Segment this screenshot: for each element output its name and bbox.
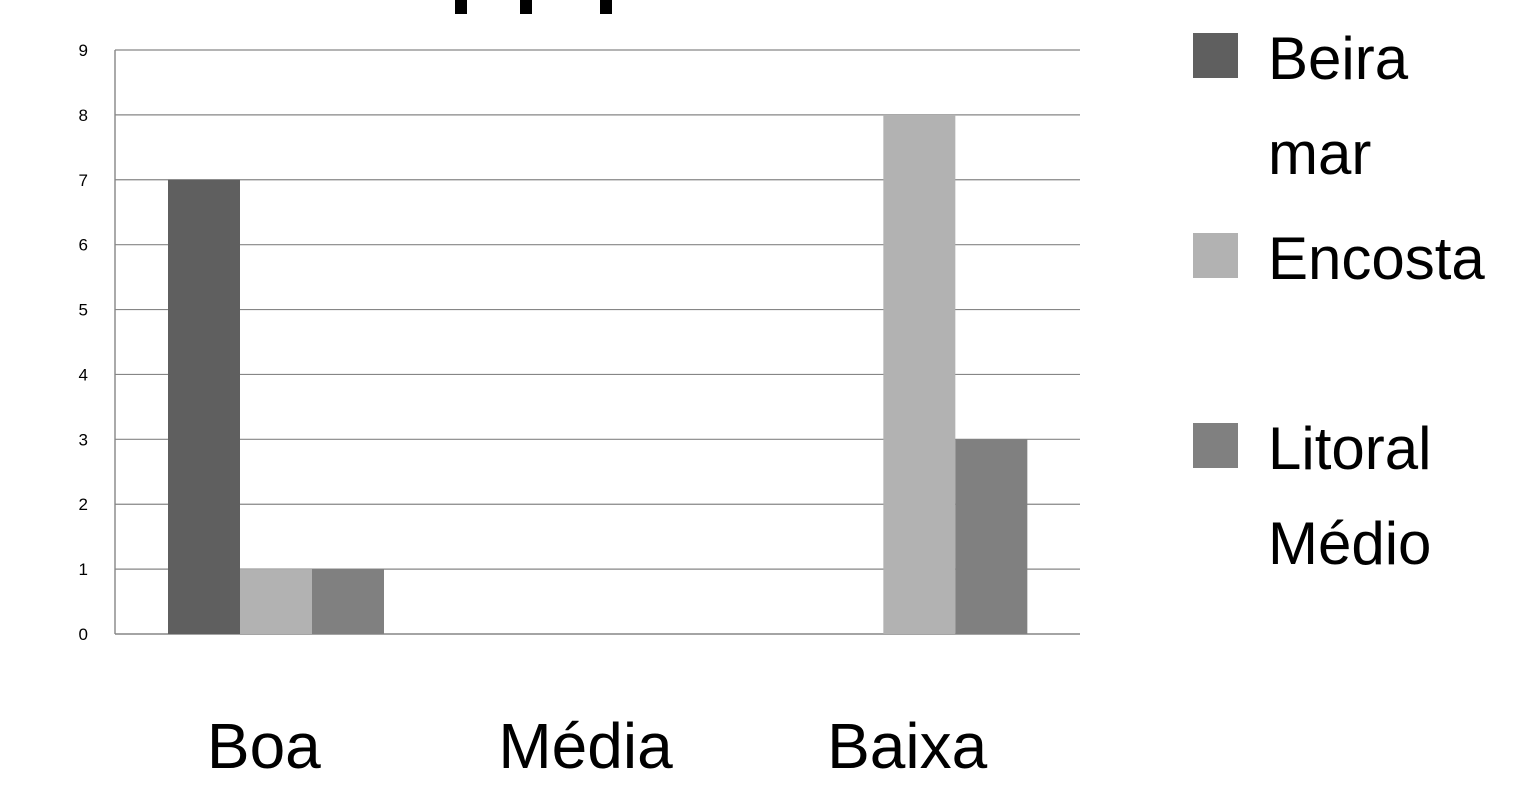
x-category-label: Boa (207, 710, 321, 781)
y-tick-label: 3 (79, 430, 88, 449)
bar (168, 179, 240, 634)
x-axis-category-labels: Boa Média Baixa (207, 710, 988, 782)
legend: Beira mar Encosta Litoral Médio (1193, 25, 1485, 577)
bars (168, 114, 1028, 634)
bar (883, 114, 956, 634)
bar (312, 569, 384, 634)
y-tick-label: 5 (79, 301, 88, 320)
x-category-label: Baixa (827, 710, 988, 781)
legend-swatch (1193, 423, 1238, 468)
y-tick-label: 0 (79, 625, 88, 644)
y-tick-label: 9 (79, 41, 88, 60)
gridlines (115, 49, 1080, 570)
bar (240, 569, 312, 634)
y-tick-label: 8 (79, 106, 88, 125)
legend-label: Beira (1268, 25, 1409, 92)
legend-label: Médio (1268, 510, 1431, 577)
y-tick-label: 6 (79, 236, 88, 255)
y-tick-label: 2 (79, 495, 88, 514)
y-axis-tick-labels: 0 1 2 3 4 5 6 7 8 9 (79, 41, 88, 644)
chart-title-fragment (455, 0, 612, 14)
x-category-label: Média (498, 710, 673, 781)
y-tick-label: 4 (79, 365, 88, 384)
legend-swatch (1193, 33, 1238, 78)
bar (955, 439, 1028, 634)
legend-label: Encosta (1268, 225, 1485, 292)
legend-label: Litoral (1268, 415, 1431, 482)
y-tick-label: 7 (79, 171, 88, 190)
legend-label: mar (1268, 120, 1371, 187)
legend-swatch (1193, 233, 1238, 278)
y-tick-label: 1 (79, 560, 88, 579)
